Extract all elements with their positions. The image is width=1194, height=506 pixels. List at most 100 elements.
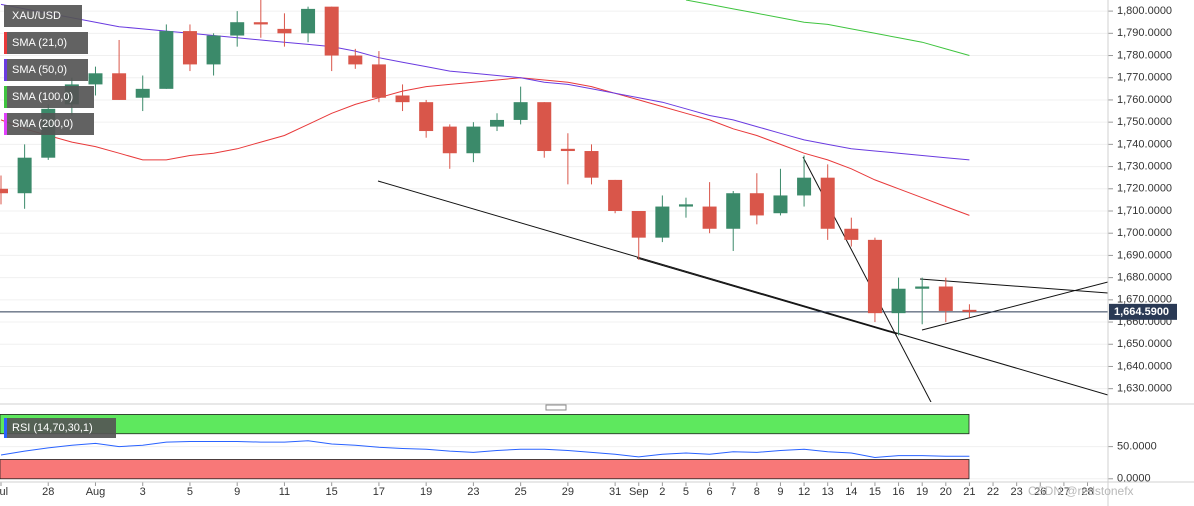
candle-body — [419, 102, 434, 132]
rsi-band — [0, 459, 970, 480]
last-price-badge — [1109, 303, 1177, 320]
y-tick-label: 1,730.0000 — [1117, 160, 1172, 172]
x-tick-label: 6 — [707, 486, 713, 498]
candle-body — [0, 188, 8, 194]
candle-body — [88, 73, 103, 85]
candle-body — [324, 6, 339, 56]
candle-body — [277, 28, 292, 34]
trendline — [921, 281, 1108, 331]
candle-body — [135, 88, 150, 98]
candle-body — [608, 179, 623, 211]
y-tick-label: 1,640.0000 — [1117, 360, 1172, 372]
y-tick-label: 1,780.0000 — [1117, 49, 1172, 61]
watermark: CSDN @redstonefx — [1028, 484, 1134, 498]
x-tick-label: 21 — [963, 486, 975, 498]
y-tick-label: 0.0000 — [1117, 473, 1151, 485]
candle-body — [820, 177, 835, 229]
x-tick-label: 14 — [845, 486, 857, 498]
x-tick-label: Aug — [86, 486, 106, 498]
y-tick-label: 1,750.0000 — [1117, 116, 1172, 128]
sma-lines — [0, 0, 1108, 313]
x-tick-label: 8 — [754, 486, 760, 498]
candle-body — [182, 31, 197, 65]
x-tick-label: 16 — [892, 486, 904, 498]
legend-swatch — [4, 59, 7, 81]
grid-layer — [0, 10, 1113, 486]
legend-box — [4, 418, 116, 438]
candle-body — [348, 55, 363, 65]
candles — [0, 0, 977, 336]
y-tick-label: 1,670.0000 — [1117, 294, 1172, 306]
x-tick-label: 28 — [42, 486, 54, 498]
candle-body — [466, 126, 481, 154]
candle-body — [112, 73, 127, 100]
candle-body — [253, 22, 268, 25]
y-tick-label: 1,720.0000 — [1117, 183, 1172, 195]
legend-swatch — [4, 32, 7, 54]
x-tick-label: 28 — [1081, 486, 1093, 498]
candle-body — [371, 64, 386, 98]
candle-body — [773, 195, 788, 214]
candle-body — [159, 31, 174, 89]
candle-body — [844, 228, 859, 240]
x-tick-label: 29 — [562, 486, 574, 498]
candle-body — [702, 206, 717, 229]
legend-label: SMA (100,0) — [12, 91, 73, 103]
x-tick-label: 22 — [987, 486, 999, 498]
legend-swatch — [4, 418, 7, 438]
y-tick-label: 50.0000 — [1117, 441, 1157, 453]
candle-body — [537, 102, 552, 152]
legend-label: XAU/USD — [12, 10, 61, 22]
x-tick-label: 13 — [822, 486, 834, 498]
candle-body — [513, 102, 528, 120]
legend-label: SMA (200,0) — [12, 118, 73, 130]
y-tick-label: 1,790.0000 — [1117, 27, 1172, 39]
y-tick-label: 1,700.0000 — [1117, 227, 1172, 239]
y-tick-label: 1,760.0000 — [1117, 94, 1172, 106]
last-price-label: 1,664.5900 — [1114, 306, 1169, 318]
labels: Jul28Aug3591115171923252931Sep2567891213… — [0, 5, 1177, 498]
pane-resize-handle[interactable] — [545, 404, 567, 411]
legend-box — [4, 113, 94, 135]
trendline — [377, 180, 1108, 396]
x-tick-label: 2 — [659, 486, 665, 498]
x-tick-label: Jul — [0, 486, 8, 498]
trendline — [636, 257, 898, 335]
legend-label: SMA (21,0) — [12, 37, 67, 49]
sma-line — [685, 0, 970, 56]
rsi-bands — [0, 414, 970, 480]
legend-box — [4, 5, 82, 27]
candle-body — [490, 119, 505, 127]
x-tick-label: 23 — [1011, 486, 1023, 498]
candle-body — [395, 95, 410, 103]
candle-body — [797, 177, 812, 196]
x-tick-label: 23 — [467, 486, 479, 498]
candle-body — [206, 35, 221, 65]
legend-swatch — [4, 113, 7, 135]
x-tick-label: 9 — [234, 486, 240, 498]
candle-body — [962, 309, 977, 312]
legend-swatch — [4, 86, 7, 108]
y-tick-label: 1,650.0000 — [1117, 338, 1172, 350]
candle-body — [560, 148, 575, 152]
candle-body — [230, 22, 245, 36]
y-tick-label: 1,680.0000 — [1117, 272, 1172, 284]
candle-body — [301, 8, 316, 34]
candle-body — [655, 206, 670, 238]
candle-body — [17, 157, 32, 194]
x-tick-label: 26 — [1034, 486, 1046, 498]
rsi-band — [0, 414, 970, 435]
legend-label: RSI (14,70,30,1) — [12, 422, 93, 434]
y-tick-label: 1,710.0000 — [1117, 205, 1172, 217]
y-tick-label: 1,740.0000 — [1117, 138, 1172, 150]
sma-line — [0, 3, 970, 161]
candle-body — [749, 193, 764, 216]
x-tick-label: 19 — [916, 486, 928, 498]
x-tick-label: 19 — [420, 486, 432, 498]
x-tick-label: 31 — [609, 486, 621, 498]
x-tick-label: 12 — [798, 486, 810, 498]
legend-label: SMA (50,0) — [12, 64, 67, 76]
